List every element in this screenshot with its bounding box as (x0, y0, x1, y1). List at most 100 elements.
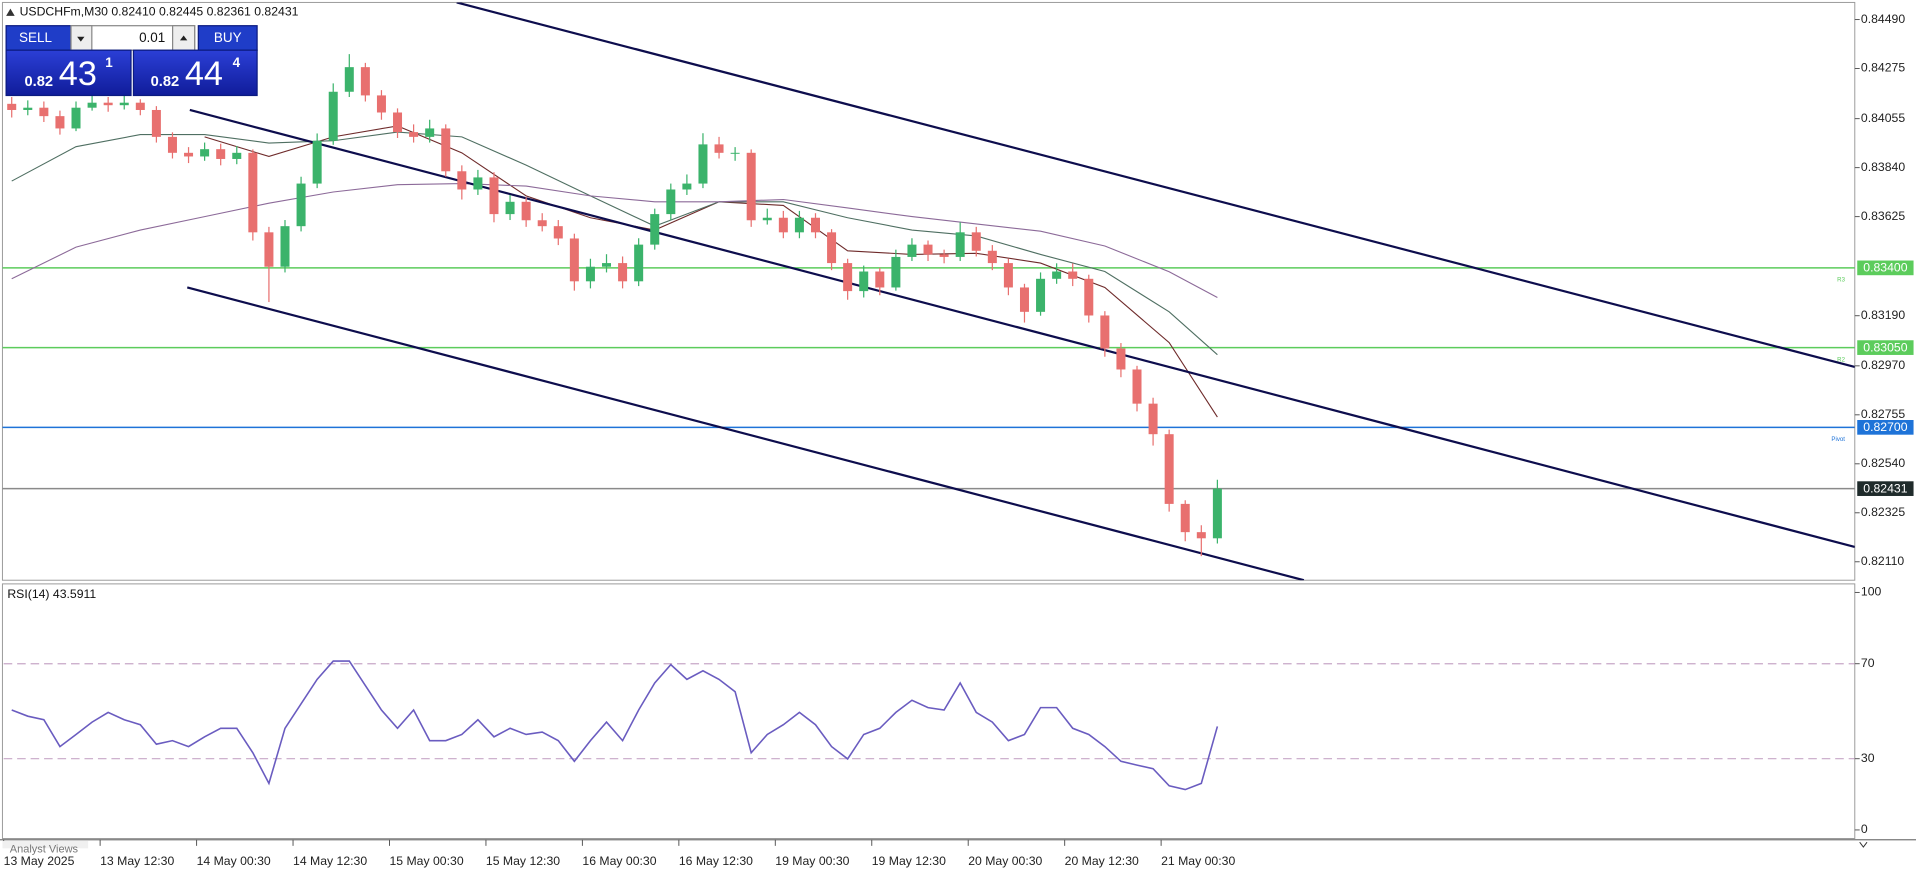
candle-body (7, 103, 17, 110)
candle-body (810, 217, 820, 233)
y-tick-label: 0.84490 (1861, 12, 1905, 26)
rsi-line (11, 660, 1219, 791)
candle-body (1068, 271, 1078, 279)
lot-increase-icon (179, 35, 188, 41)
candle-body (87, 102, 97, 108)
candle-body (1019, 287, 1029, 312)
ask-big: 44 (185, 55, 223, 93)
candle-body (602, 263, 612, 267)
candle-body (971, 232, 981, 251)
candle-body (1116, 348, 1126, 370)
ask-box[interactable] (132, 49, 258, 97)
collapse-icon[interactable] (6, 8, 15, 16)
candle-body (859, 271, 869, 292)
level-tag: R2 (1837, 356, 1845, 363)
level-price-box (1857, 260, 1914, 276)
price-pane (1, 1, 1856, 581)
x-tick-label: 19 May 12:30 (872, 854, 946, 868)
symbol-title: USDCHFm,M30 0.82410 0.82445 0.82361 0.82… (20, 4, 299, 18)
y-tick-label: 0.83190 (1861, 308, 1905, 322)
candle-body (264, 232, 274, 267)
candle-body (634, 244, 644, 282)
candle-body (312, 140, 322, 184)
level-tag: Pivot (1831, 436, 1845, 443)
candle-body (794, 217, 804, 233)
candle-body (184, 152, 194, 157)
bid-small: 1 (105, 55, 113, 70)
level-price-label: 0.82431 (1863, 481, 1907, 495)
candle-body (666, 189, 676, 215)
x-tick-label: 20 May 12:30 (1065, 854, 1139, 868)
rsi-title: RSI(14) 43.5911 (7, 587, 96, 601)
candle-body (923, 244, 933, 255)
trend-line (189, 108, 1855, 549)
candle-body (987, 250, 997, 264)
y-tick-label: 0.84055 (1861, 111, 1905, 125)
x-tick-label: 21 May 00:30 (1161, 854, 1235, 868)
level-tag: R3 (1837, 277, 1845, 284)
y-tick-label: 0.83840 (1861, 160, 1905, 174)
x-tick-label: 15 May 12:30 (486, 854, 560, 868)
candle-body (409, 132, 419, 137)
candle-body (698, 144, 708, 184)
sell-button[interactable] (5, 25, 72, 51)
buy-label: BUY (214, 30, 242, 45)
candle-body (1003, 263, 1013, 288)
moving-average (11, 131, 1218, 356)
sell-label: SELL (19, 30, 52, 45)
trade-panel: SELL 0.01 BUY 0.82 43 1 0.82 44 4 (5, 25, 258, 97)
rsi-pane (1, 583, 1856, 839)
y-tick-label: 0.82970 (1861, 358, 1905, 372)
x-tick-label: 14 May 12:30 (293, 854, 367, 868)
bid-prefix: 0.82 (24, 74, 53, 90)
scroll-icon[interactable] (1859, 841, 1868, 848)
rsi-tick-label: 30 (1861, 751, 1875, 765)
bid-box[interactable] (5, 49, 132, 97)
candle-body (1084, 278, 1094, 316)
candle-body (473, 177, 483, 190)
candle-body (714, 144, 724, 153)
candle-body (23, 107, 33, 110)
candle-body (55, 116, 65, 129)
candle-body (907, 244, 917, 257)
buy-button[interactable] (197, 25, 258, 51)
candle-body (939, 254, 949, 257)
candle-body (376, 95, 386, 113)
x-tick-label: 13 May 2025 (4, 854, 75, 868)
candle-body (1036, 278, 1046, 312)
candle-body (1148, 403, 1158, 435)
candle-body (585, 266, 595, 282)
rsi-tick-label: 100 (1861, 585, 1882, 599)
candle-body (843, 263, 853, 292)
x-tick-label: 20 May 00:30 (968, 854, 1042, 868)
lot-decrease-icon (77, 36, 85, 42)
candle-body (1132, 369, 1142, 404)
trend-line (456, 2, 1855, 369)
bid-big: 43 (59, 55, 97, 93)
candle-body (344, 67, 354, 92)
candle-body (955, 232, 965, 257)
candle-body (425, 128, 435, 137)
candle-body (875, 271, 885, 288)
analyst-tab[interactable] (2, 840, 89, 849)
level-price-box (1857, 481, 1914, 496)
candle-body (103, 102, 113, 106)
moving-average (11, 183, 1218, 298)
candle-body (441, 128, 451, 172)
candle-body (730, 152, 740, 154)
ask-small: 4 (233, 55, 241, 70)
level-price-box (1857, 340, 1914, 355)
candle-body (682, 183, 692, 190)
ask-prefix: 0.82 (151, 74, 180, 90)
candle-body (296, 183, 306, 227)
trend-line (186, 286, 1305, 581)
candle-body (489, 177, 499, 215)
candle-body (553, 226, 563, 239)
level-price-label: 0.82700 (1863, 420, 1907, 434)
candle-body (521, 201, 531, 221)
y-tick-label: 0.82110 (1861, 554, 1905, 568)
candle-body (505, 201, 515, 215)
y-tick-label: 0.82755 (1861, 407, 1905, 421)
x-tick-label: 14 May 00:30 (197, 854, 271, 868)
candle-body (151, 109, 161, 137)
